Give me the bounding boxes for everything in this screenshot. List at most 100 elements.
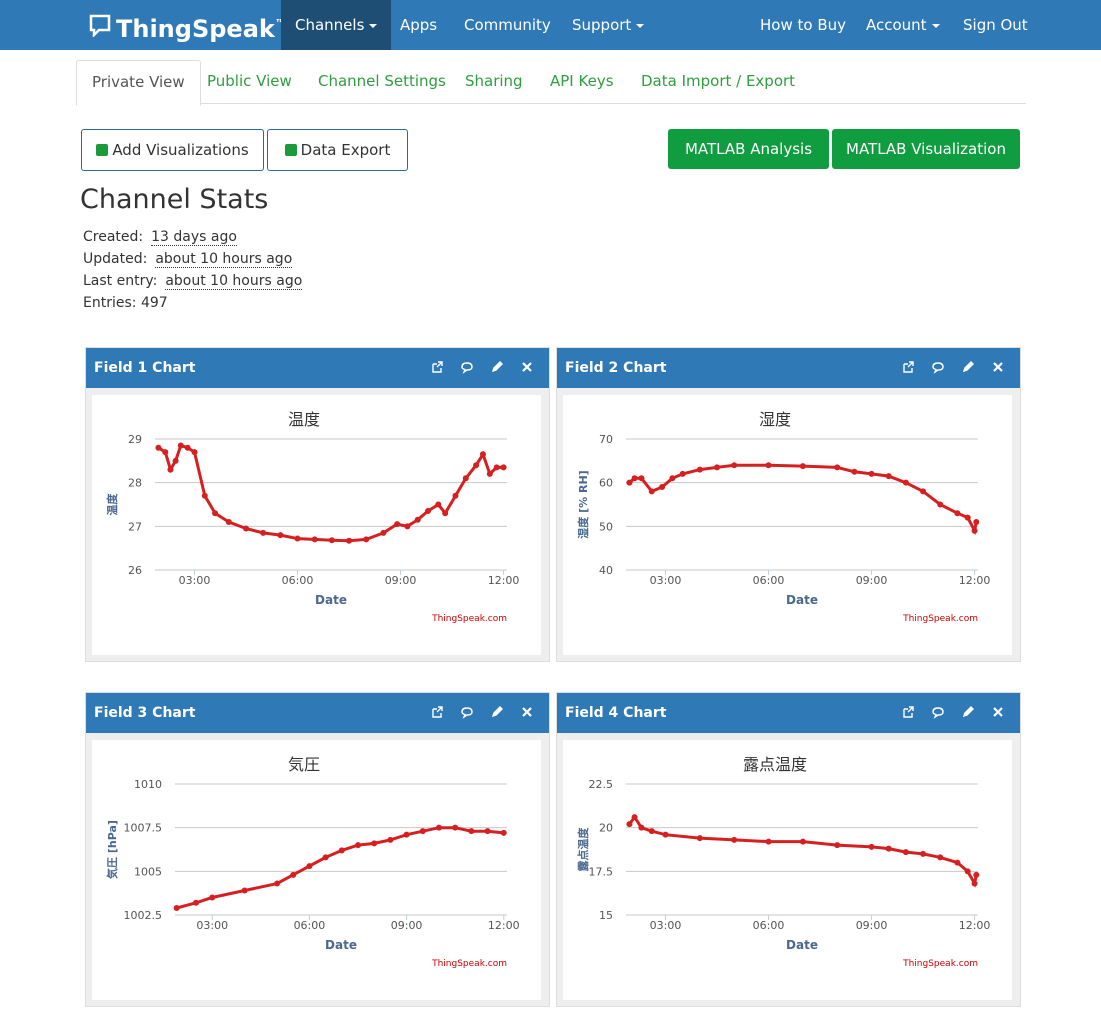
- icon-shape: [962, 706, 974, 718]
- x-tick-label: 09:00: [856, 919, 888, 932]
- nav-link[interactable]: How to Buy: [760, 16, 846, 34]
- matlab-visualization-button[interactable]: MATLAB Visualization: [832, 129, 1020, 169]
- widget-header: Field 2 Chart: [557, 348, 1020, 388]
- data-point: [626, 479, 633, 486]
- stat-label: Last entry:: [83, 273, 158, 289]
- action-icon[interactable]: [932, 707, 944, 719]
- x-tick-label: 12:00: [959, 574, 991, 587]
- data-point: [184, 444, 191, 451]
- brand-name: ThingSpeak: [116, 15, 275, 43]
- data-point: [363, 536, 370, 543]
- chart-title: 温度: [288, 410, 320, 429]
- data-point: [648, 488, 655, 495]
- widget-title: Field 3 Chart: [94, 705, 196, 721]
- data-point: [260, 529, 267, 536]
- chart-title: 露点温度: [743, 755, 807, 774]
- data-point: [394, 521, 401, 528]
- data-point: [714, 464, 721, 471]
- nav-link[interactable]: Community: [464, 16, 551, 34]
- nav-link[interactable]: Account: [852, 0, 954, 50]
- brand[interactable]: ThingSpeak™: [116, 0, 286, 50]
- matlab-analysis-button[interactable]: MATLAB Analysis: [668, 129, 829, 169]
- action-icon[interactable]: [993, 707, 1003, 717]
- tab[interactable]: API Keys: [550, 72, 614, 90]
- tab[interactable]: Sharing: [465, 72, 523, 90]
- nav-link[interactable]: Apps: [400, 16, 438, 34]
- add-visualizations-button[interactable]: Add Visualizations: [81, 129, 264, 171]
- widget-header: Field 3 Chart: [86, 693, 549, 733]
- data-point: [626, 821, 633, 828]
- chart: 湿度 40 50 60 70 03:00 06:00 09:00 12:00 Date 湿度 [% …: [576, 410, 991, 624]
- action-icon[interactable]: [522, 362, 532, 372]
- stat-label: Entries:: [83, 295, 137, 311]
- data-point: [290, 871, 297, 878]
- button-label: Add Visualizations: [112, 141, 249, 159]
- data-export-button[interactable]: Data Export: [267, 129, 408, 171]
- y-tick-label: 70: [599, 433, 613, 446]
- x-tick-label: 12:00: [959, 919, 991, 932]
- data-point: [162, 449, 169, 456]
- nav-link[interactable]: Support: [558, 0, 658, 50]
- data-point: [954, 510, 961, 517]
- action-icon[interactable]: [993, 362, 1003, 372]
- x-axis-label: Date: [315, 593, 347, 607]
- action-icon[interactable]: [432, 361, 443, 373]
- data-point: [468, 828, 475, 835]
- data-point: [173, 905, 180, 912]
- x-tick-label: 12:00: [488, 574, 520, 587]
- data-point: [193, 899, 200, 906]
- x-tick-label: 03:00: [650, 919, 682, 932]
- stats-heading: Channel Stats: [80, 184, 269, 215]
- data-point: [851, 468, 858, 475]
- data-point: [937, 854, 944, 861]
- tab[interactable]: Channel Settings: [318, 72, 446, 90]
- data-point: [425, 508, 432, 515]
- data-point: [462, 475, 469, 482]
- action-icon[interactable]: [932, 362, 944, 374]
- data-point: [493, 464, 500, 471]
- data-point: [404, 523, 411, 530]
- tab[interactable]: Data Import / Export: [641, 72, 796, 90]
- data-point: [973, 871, 980, 878]
- nav-link[interactable]: Channels: [281, 0, 392, 50]
- data-point: [277, 532, 284, 539]
- action-icon[interactable]: [491, 706, 503, 718]
- data-point: [885, 845, 892, 852]
- action-icon[interactable]: [432, 706, 443, 718]
- y-tick-label: 26: [128, 564, 142, 577]
- chart-title: 湿度: [759, 410, 791, 429]
- action-icon[interactable]: [962, 706, 974, 718]
- action-icon[interactable]: [903, 706, 914, 718]
- nav-link[interactable]: Sign Out: [963, 16, 1028, 34]
- y-tick-label: 40: [599, 564, 613, 577]
- data-point: [964, 514, 971, 521]
- tab[interactable]: Private View: [76, 60, 201, 106]
- chart-widget: Field 1 Chart 温度 26 27 28 29 03:00 06:00 09:00 12…: [85, 347, 550, 662]
- action-icon[interactable]: [491, 361, 503, 373]
- data-point: [172, 457, 179, 464]
- data-point: [659, 484, 666, 491]
- data-point: [274, 880, 281, 887]
- y-tick-label: 1010: [134, 778, 162, 791]
- chart: 温度 26 27 28 29 03:00 06:00 09:00 12:00 Date 温度 Thin…: [105, 410, 520, 624]
- x-axis-label: Date: [786, 593, 818, 607]
- action-icon[interactable]: [903, 361, 914, 373]
- action-icon[interactable]: [962, 361, 974, 373]
- action-icon[interactable]: [461, 707, 473, 719]
- chart-area: 湿度 40 50 60 70 03:00 06:00 09:00 12:00 Date 湿度 [% …: [563, 395, 1012, 655]
- stat-row: Entries: 497: [83, 295, 168, 311]
- icon-shape: [993, 707, 1003, 717]
- data-point: [902, 849, 909, 856]
- data-point: [765, 838, 772, 845]
- action-icon[interactable]: [522, 707, 532, 717]
- y-tick-label: 1005: [134, 865, 162, 878]
- data-point: [311, 536, 318, 543]
- widget-title: Field 4 Chart: [565, 705, 667, 721]
- tab[interactable]: Public View: [207, 72, 292, 90]
- data-point: [201, 492, 208, 499]
- action-icon[interactable]: [461, 362, 473, 374]
- data-point: [484, 828, 491, 835]
- x-axis-label: Date: [786, 938, 818, 952]
- widget-header: Field 1 Chart: [86, 348, 549, 388]
- data-point: [225, 518, 232, 525]
